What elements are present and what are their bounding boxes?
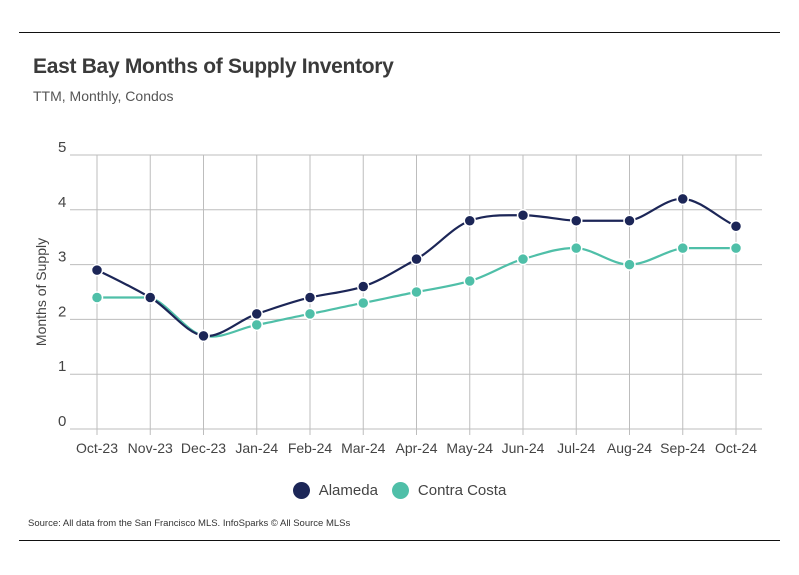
y-tick-label: 5	[58, 139, 66, 156]
legend: Alameda Contra Costa	[0, 482, 799, 499]
y-axis-ticks: 0 1 2 3 4 5	[58, 139, 66, 430]
data-point-alameda[interactable]	[357, 280, 370, 293]
data-point-contra-costa[interactable]	[570, 241, 583, 255]
y-tick-label: 0	[58, 413, 66, 430]
legend-item-contra-costa[interactable]: Contra Costa	[391, 482, 507, 499]
data-point-contra-costa[interactable]	[250, 318, 263, 332]
legend-marker-alameda	[292, 482, 310, 499]
data-point-alameda[interactable]	[570, 214, 583, 228]
x-tick-label: Mar-24	[341, 440, 386, 456]
series-points	[90, 192, 743, 343]
y-axis-label: Months of Supply	[33, 238, 49, 346]
top-rule	[19, 32, 780, 33]
x-tick-label: Apr-24	[395, 440, 437, 456]
x-tick-label: Aug-24	[607, 440, 652, 456]
data-point-contra-costa[interactable]	[463, 274, 476, 288]
legend-label-contra-costa: Contra Costa	[417, 482, 507, 499]
y-tick-label: 2	[58, 303, 66, 320]
data-point-contra-costa[interactable]	[623, 258, 636, 271]
x-tick-label: Jul-24	[557, 440, 595, 456]
x-tick-label: Sep-24	[660, 440, 705, 456]
data-point-contra-costa[interactable]	[90, 291, 104, 304]
y-tick-label: 3	[58, 249, 66, 266]
data-point-alameda[interactable]	[463, 214, 476, 228]
data-point-contra-costa[interactable]	[303, 307, 317, 321]
legend-label-alameda: Alameda	[318, 482, 378, 499]
data-point-alameda[interactable]	[90, 263, 104, 277]
x-tick-label: Dec-23	[181, 440, 226, 456]
data-point-contra-costa[interactable]	[357, 296, 370, 310]
data-point-alameda[interactable]	[250, 307, 263, 321]
data-point-alameda[interactable]	[410, 252, 423, 266]
data-point-contra-costa[interactable]	[516, 252, 530, 266]
source-note: Source: All data from the San Francisco …	[28, 518, 351, 529]
bottom-rule	[19, 540, 780, 541]
data-point-alameda[interactable]	[144, 291, 157, 304]
data-point-contra-costa[interactable]	[410, 285, 423, 299]
y-tick-label: 1	[58, 358, 66, 375]
chart-subtitle: TTM, Monthly, Condos	[33, 88, 174, 104]
data-point-contra-costa[interactable]	[676, 241, 689, 255]
x-axis-ticks: Oct-23 Nov-23 Dec-23 Jan-24 Feb-24 Mar-24 Apr-…	[76, 440, 757, 456]
data-point-alameda[interactable]	[676, 192, 689, 206]
y-tick-label: 4	[58, 194, 66, 211]
legend-marker-contra-costa	[391, 482, 409, 499]
data-point-alameda[interactable]	[623, 214, 636, 228]
x-tick-label: Nov-23	[128, 440, 173, 456]
x-tick-label: May-24	[446, 440, 493, 456]
x-tick-label: Jun-24	[502, 440, 545, 456]
chart-title: East Bay Months of Supply Inventory	[33, 55, 394, 78]
x-tick-label: Jan-24	[235, 440, 278, 456]
x-tick-label: Feb-24	[288, 440, 333, 456]
x-tick-label: Oct-24	[715, 440, 757, 456]
data-point-alameda[interactable]	[303, 291, 317, 304]
data-point-alameda[interactable]	[729, 219, 743, 233]
x-tick-label: Oct-23	[76, 440, 118, 456]
data-point-contra-costa[interactable]	[729, 241, 743, 255]
legend-item-alameda[interactable]: Alameda	[292, 482, 378, 499]
data-point-alameda[interactable]	[516, 209, 530, 222]
data-point-alameda[interactable]	[197, 329, 210, 343]
